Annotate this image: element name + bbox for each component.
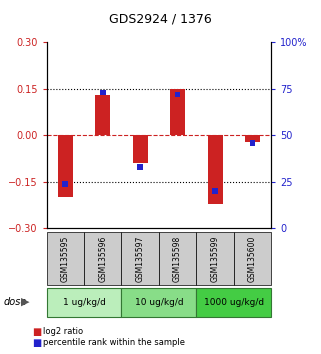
Bar: [63, 181, 68, 187]
Text: ■: ■: [32, 338, 41, 348]
Text: 1 ug/kg/d: 1 ug/kg/d: [63, 298, 105, 307]
Bar: [208, 136, 222, 204]
Bar: [58, 136, 73, 198]
Text: 1000 ug/kg/d: 1000 ug/kg/d: [204, 298, 264, 307]
Bar: [175, 92, 180, 97]
Text: log2 ratio: log2 ratio: [43, 327, 83, 336]
Text: dose: dose: [3, 297, 27, 307]
Bar: [137, 164, 143, 170]
Text: GSM135600: GSM135600: [248, 235, 257, 282]
Bar: [170, 89, 185, 136]
Text: 10 ug/kg/d: 10 ug/kg/d: [134, 298, 183, 307]
Text: percentile rank within the sample: percentile rank within the sample: [43, 338, 185, 347]
Text: ▶: ▶: [21, 296, 29, 306]
Bar: [95, 95, 110, 136]
Text: GSM135598: GSM135598: [173, 235, 182, 281]
Bar: [212, 188, 218, 194]
Text: ■: ■: [32, 327, 41, 337]
Text: GSM135595: GSM135595: [61, 235, 70, 282]
Bar: [245, 136, 260, 142]
Text: GSM135596: GSM135596: [98, 235, 107, 282]
Text: GSM135597: GSM135597: [136, 235, 145, 282]
Bar: [250, 140, 255, 145]
Bar: [100, 90, 106, 96]
Bar: [133, 136, 148, 163]
Text: GDS2924 / 1376: GDS2924 / 1376: [109, 12, 212, 25]
Text: GSM135599: GSM135599: [211, 235, 220, 282]
